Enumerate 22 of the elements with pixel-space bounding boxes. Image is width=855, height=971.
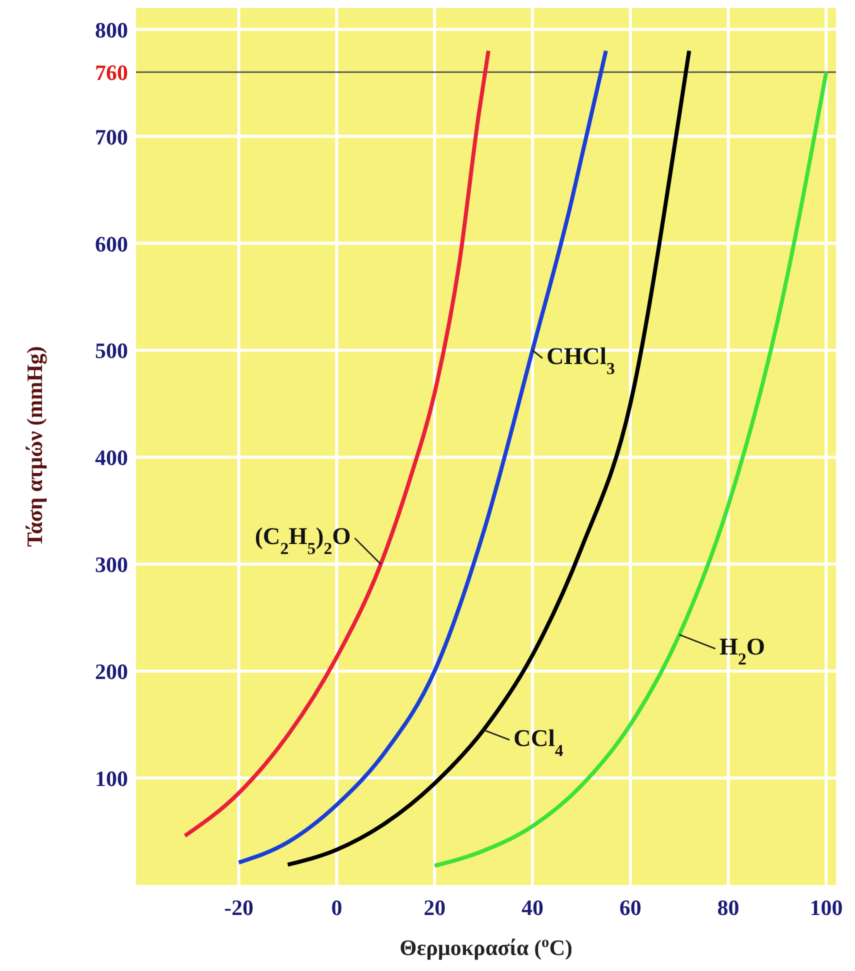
x-tick-label: 60 [619,895,642,920]
x-tick-label: 40 [522,895,544,920]
line-series [432,70,828,868]
x-axis-title: Θερμοκρασία ($^{o}$C) [400,934,572,960]
y-axis-title: Τάση ατμών (mmHg) [22,346,47,547]
y-tick-label: 300 [95,552,128,578]
y-tick-label: 200 [95,659,128,684]
y-tick-label: 100 [95,766,128,792]
y-tick-label: 400 [95,445,128,470]
line-series [182,48,490,838]
line-series [236,48,608,865]
x-tick-label: 80 [717,895,740,920]
x-tick-label: 20 [424,895,446,920]
y-tick-label: 800 [95,17,128,42]
x-tick-label: -20 [224,895,254,920]
y-tick-label: 600 [95,231,128,256]
y-tick-label: 500 [95,338,128,364]
x-tick-label: 0 [331,895,342,920]
x-tick-label: 100 [810,895,843,920]
series-label: CHCl$_{3}$ [546,344,615,378]
y-tick-label: 760 [95,60,128,86]
y-tick-label: 700 [95,124,128,150]
